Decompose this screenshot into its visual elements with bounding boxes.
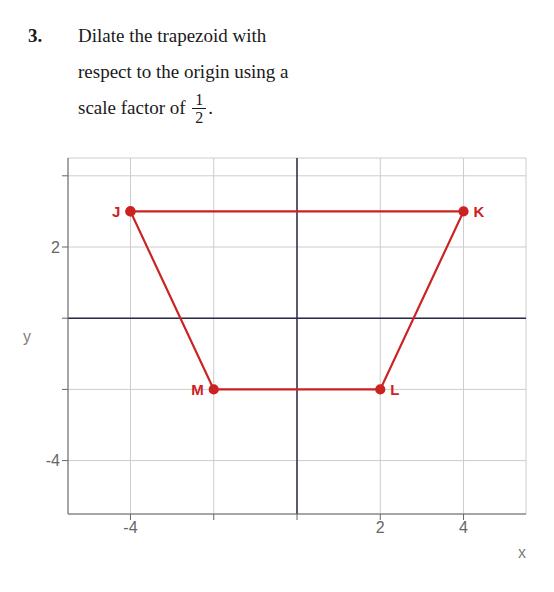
svg-text:y: y	[23, 328, 31, 345]
svg-text:J: J	[112, 203, 120, 220]
svg-text:M: M	[191, 381, 204, 398]
html-text:respect to the origin using a: respect to the origin using a	[78, 61, 289, 82]
html-text:3.: 3.	[28, 25, 43, 46]
svg-text:x: x	[518, 544, 526, 561]
html-text:Dilate the trapezoid with: Dilate the trapezoid with	[78, 25, 267, 46]
svg-text:-4: -4	[46, 452, 60, 469]
html-text:2 .: 2 .	[195, 97, 214, 126]
svg-text:-4: -4	[123, 519, 137, 536]
svg-text:K: K	[474, 203, 485, 220]
html-text:scale factor of 1: scale factor of 1	[78, 90, 204, 118]
svg-text:L: L	[390, 381, 399, 398]
svg-text:2: 2	[51, 239, 60, 256]
svg-text:2: 2	[376, 519, 385, 536]
svg-text:4: 4	[459, 519, 468, 536]
